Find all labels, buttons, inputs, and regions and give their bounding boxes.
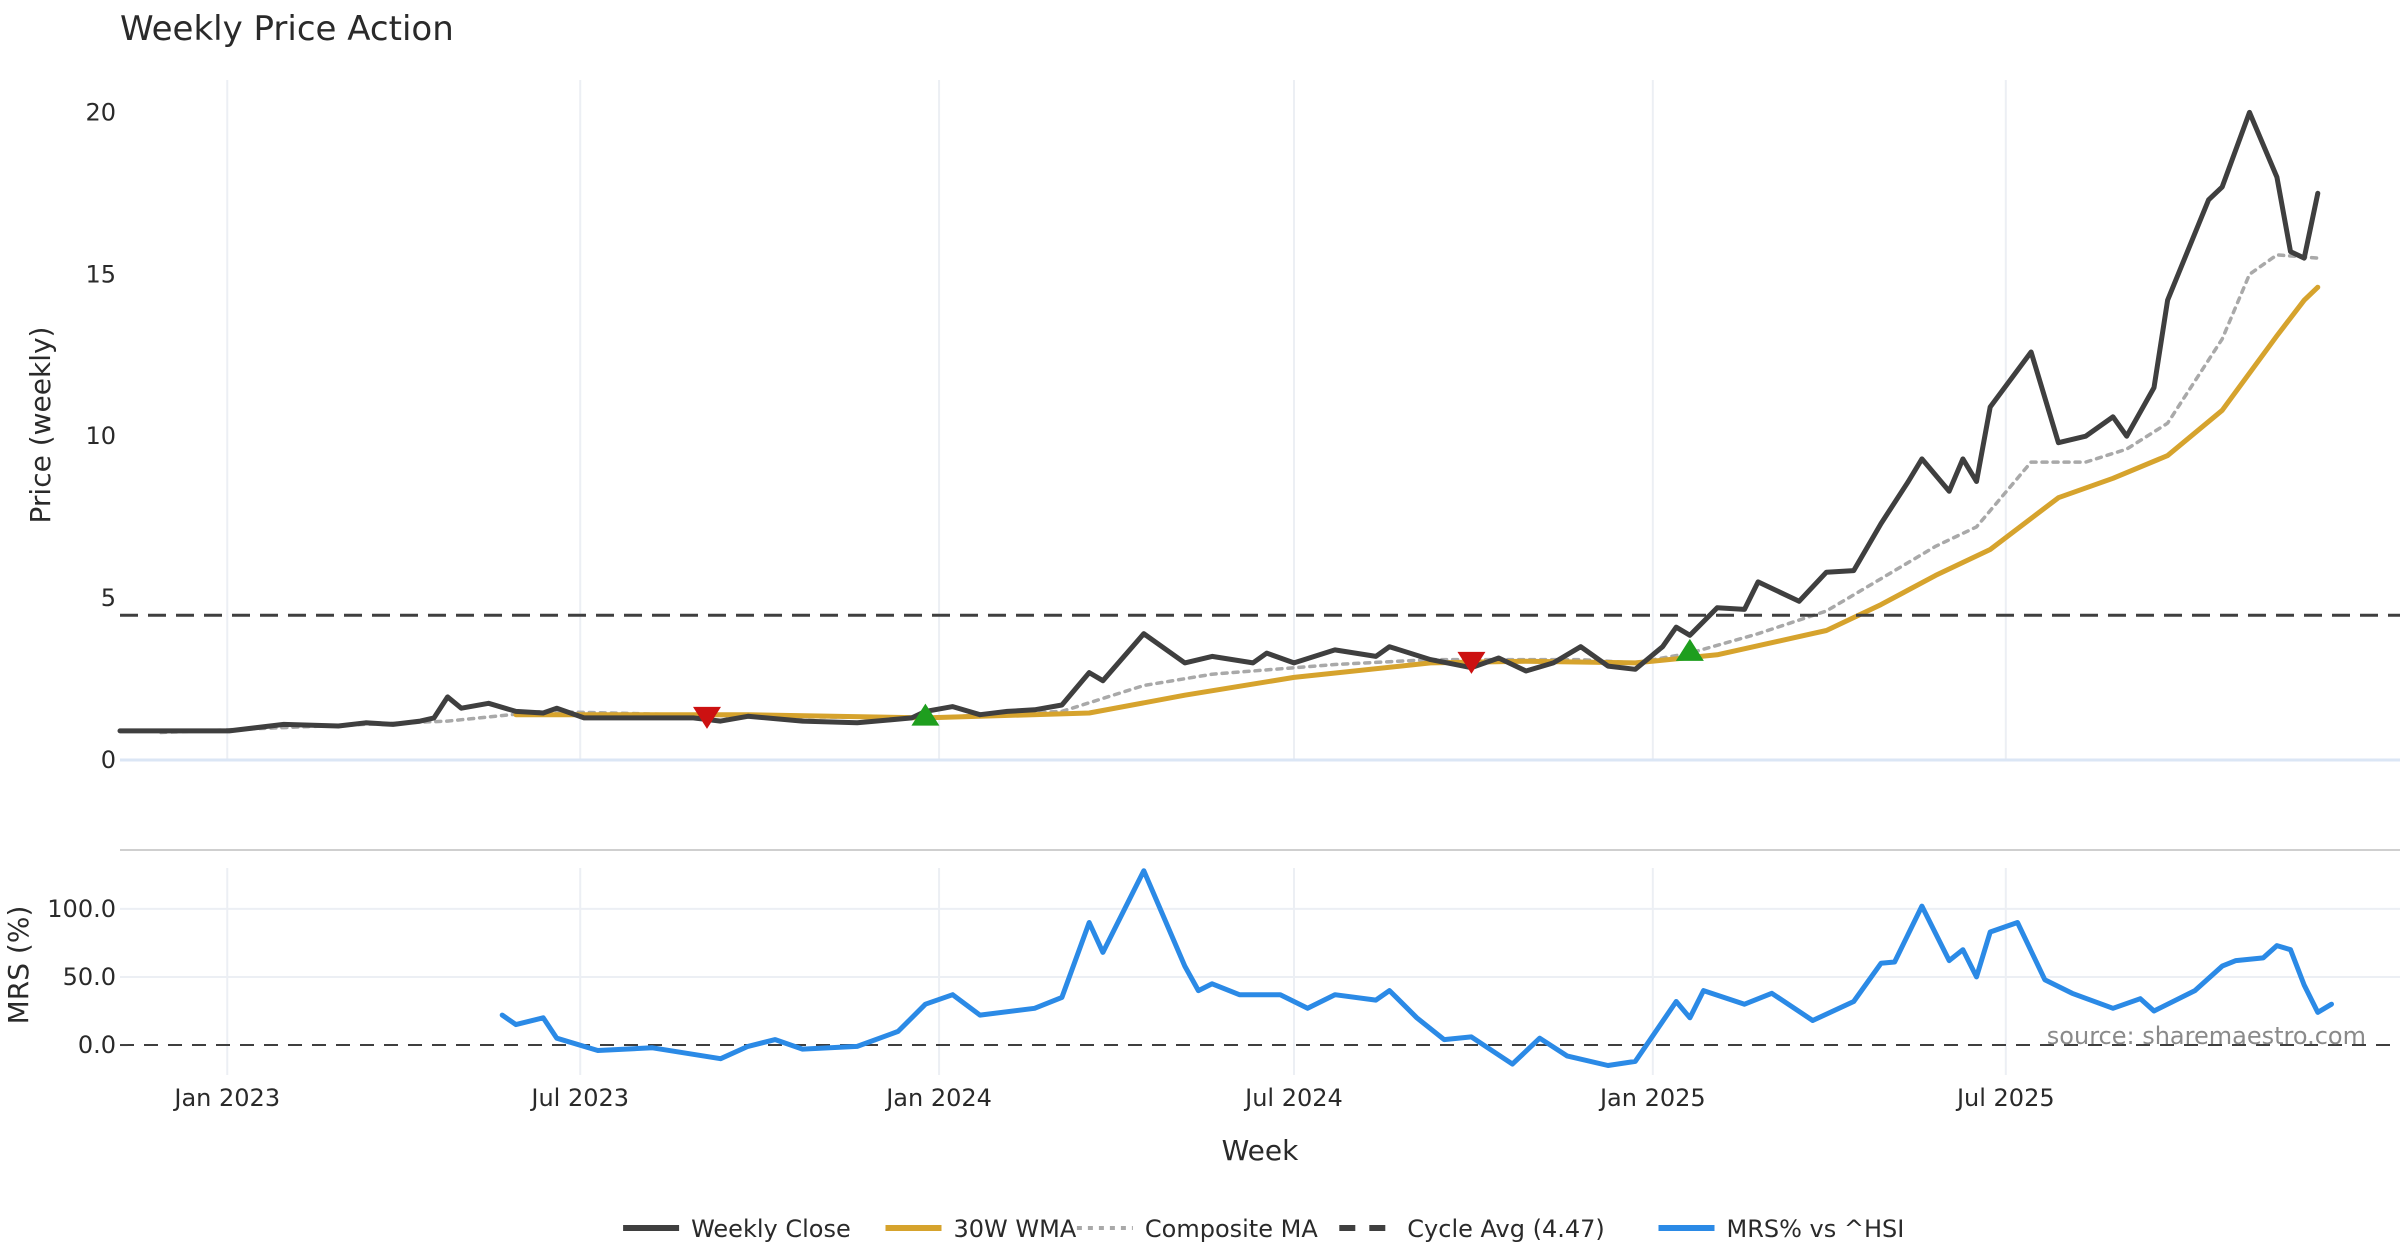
price-y-tick-2: 10 bbox=[85, 422, 116, 450]
sell-signal-marker-2 bbox=[1457, 651, 1486, 674]
price-y-tick-1: 5 bbox=[101, 584, 116, 612]
mrs-series-layer bbox=[499, 868, 2334, 1068]
source-note: source: sharemaestro.com bbox=[2047, 1022, 2366, 1050]
price-y-tick-4: 20 bbox=[85, 98, 116, 126]
mrs-y-tick-0: 0.0 bbox=[78, 1031, 116, 1059]
x-tick-label-4: Jan 2025 bbox=[1598, 1084, 1706, 1112]
series-30w-wma bbox=[513, 284, 2321, 721]
x-tick-label-1: Jul 2023 bbox=[529, 1084, 629, 1112]
x-tick-label-2: Jan 2024 bbox=[884, 1084, 992, 1112]
legend-label-mrs-vs-hsi: MRS% vs ^HSI bbox=[1727, 1215, 1905, 1243]
chart-title: Weekly Price Action bbox=[120, 9, 454, 49]
price-y-axis-label: Price (weekly) bbox=[24, 327, 57, 524]
legend-label-composite-ma: Composite MA bbox=[1145, 1215, 1318, 1243]
legend-label-30w-wma: 30W WMA bbox=[954, 1215, 1077, 1243]
price-gridlines bbox=[120, 80, 2400, 762]
legend-label-weekly-close: Weekly Close bbox=[691, 1215, 851, 1243]
mrs-gridlines bbox=[120, 868, 2400, 1075]
price-series-layer bbox=[117, 109, 2400, 735]
price-y-tick-3: 15 bbox=[85, 260, 116, 288]
signal-markers bbox=[692, 638, 1704, 729]
price-y-tick-labels: 0 5 10 15 20 bbox=[85, 98, 116, 774]
mrs-y-axis-label: MRS (%) bbox=[2, 906, 35, 1025]
buy-signal-marker-3 bbox=[1675, 638, 1704, 661]
legend-label-cycle-avg-4-47: Cycle Avg (4.47) bbox=[1407, 1215, 1604, 1243]
series-mrs bbox=[499, 868, 2334, 1068]
sell-signal-marker-0 bbox=[692, 706, 721, 729]
legend: Weekly Close 30W WMA Composite MA Cycle Avg… bbox=[623, 1215, 1904, 1243]
x-axis-label: Week bbox=[1222, 1134, 1299, 1167]
mrs-y-tick-2: 100.0 bbox=[47, 895, 116, 923]
x-tick-label-3: Jul 2024 bbox=[1243, 1084, 1343, 1112]
x-tick-labels: Jan 2023 Jul 2023 Jan 2024 Jul 2024 Jan 2025… bbox=[172, 1084, 2054, 1112]
mrs-y-tick-labels: 0.0 50.0 100.0 bbox=[47, 895, 116, 1059]
x-tick-label-0: Jan 2023 bbox=[172, 1084, 280, 1112]
x-tick-label-5: Jul 2025 bbox=[1955, 1084, 2055, 1112]
price-y-tick-0: 0 bbox=[101, 746, 116, 774]
buy-signal-marker-1 bbox=[911, 703, 940, 726]
series-weekly-close bbox=[117, 109, 2321, 734]
mrs-y-tick-1: 50.0 bbox=[63, 963, 116, 991]
